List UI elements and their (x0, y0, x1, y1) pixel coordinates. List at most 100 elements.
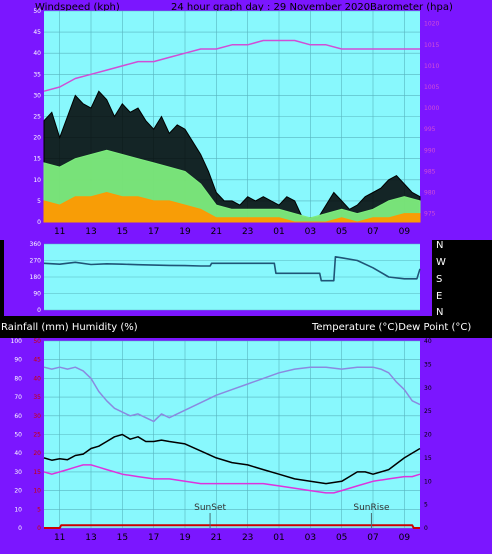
right-tick-label: 995 (424, 126, 436, 133)
cardinal-label-e: E (436, 291, 442, 302)
left-tick-label: 40 (33, 50, 41, 57)
x-tick-label: 17 (148, 533, 159, 543)
right-tick-label: 975 (424, 211, 436, 218)
rain-humidity-axis-title: Rainfall (mm) Humidity (%) (1, 322, 138, 333)
rain-tick-label: 35 (33, 394, 41, 401)
x-tick-label: 03 (305, 227, 316, 237)
left-tick-label: 25 (33, 114, 41, 121)
rain-tick-label: 5 (37, 506, 41, 513)
left-tick-label: 10 (33, 177, 41, 184)
rain-tick-label: 25 (33, 432, 41, 439)
left-tick-label: 90 (14, 357, 22, 364)
left-tick-label: 0 (18, 525, 22, 532)
direction-tick-label: 360 (30, 241, 42, 248)
left-tick-label: 60 (14, 413, 22, 420)
x-tick-label: 13 (85, 227, 96, 237)
x-tick-label: 01 (273, 227, 284, 237)
sun-markers: SunSet SunRise (194, 503, 390, 528)
left-tick-label: 30 (33, 92, 41, 99)
wind-grid (44, 10, 420, 223)
left-tick-label: 40 (14, 450, 22, 457)
right-tick-label: 25 (424, 408, 432, 415)
right-tick-label: 5 (424, 502, 428, 509)
x-tick-label: 21 (211, 227, 222, 237)
cardinal-label-s: S (436, 274, 442, 285)
right-tick-label: 1000 (424, 105, 439, 112)
x-tick-label: 23 (242, 227, 253, 237)
x-tick-label: 11 (54, 533, 65, 543)
left-tick-label: 5 (37, 198, 41, 205)
right-tick-label: 990 (424, 147, 436, 154)
rain-tick-label: 50 (33, 338, 41, 345)
barometer-axis-title: Barometer (hpa) (370, 2, 453, 13)
left-tick-label: 45 (33, 29, 41, 36)
wind-axis-labels: 11 13 15 17 19 21 23 01 03 05 07 090510152025303540… (33, 8, 439, 237)
left-tick-label: 15 (33, 156, 41, 163)
temp-dew-axis-title: Temperature (°C)Dew Point (°C) (311, 322, 471, 333)
x-tick-label: 01 (273, 533, 284, 543)
temp-grid (44, 340, 420, 529)
left-tick-label: 10 (14, 506, 22, 513)
x-tick-label: 23 (242, 533, 253, 543)
right-tick-label: 40 (424, 338, 432, 345)
x-tick-label: 21 (211, 533, 222, 543)
rain-tick-label: 10 (33, 488, 41, 495)
x-tick-label: 05 (336, 533, 347, 543)
cardinal-label-n-bottom: N (436, 307, 443, 318)
direction-tick-label: 0 (37, 307, 41, 314)
x-tick-label: 09 (399, 533, 411, 543)
x-tick-label: 09 (399, 227, 411, 237)
direction-tick-label: 90 (33, 291, 41, 298)
left-tick-label: 20 (14, 488, 22, 495)
left-tick-label: 30 (14, 469, 22, 476)
right-tick-label: 1020 (424, 21, 439, 28)
x-tick-label: 07 (367, 533, 378, 543)
direction-series (43, 255, 421, 282)
temp-axis-labels: 11 13 15 17 19 21 23 01 03 05 07 090102030405060708… (11, 338, 432, 543)
left-tick-label: 20 (33, 135, 41, 142)
left-tick-label: 80 (14, 375, 22, 382)
chart-date-title: 24 hour graph day : 29 November 2020 (171, 2, 370, 13)
x-tick-label: 15 (117, 227, 128, 237)
left-tick-label: 70 (14, 394, 22, 401)
rain-tick-label: 0 (37, 525, 41, 532)
series-area-wind-minimum (43, 191, 421, 223)
right-tick-label: 10 (424, 478, 432, 485)
right-tick-label: 20 (424, 432, 432, 439)
direction-tick-label: 270 (30, 258, 42, 265)
right-tick-label: 30 (424, 385, 432, 392)
wind-series (43, 39, 421, 223)
right-tick-label: 35 (424, 361, 432, 368)
x-tick-label: 11 (54, 227, 65, 237)
right-tick-label: 1005 (424, 84, 439, 91)
series-line-humidity (43, 366, 421, 423)
direction-tick-label: 180 (30, 274, 42, 281)
left-tick-label: 0 (37, 219, 41, 226)
right-tick-label: 985 (424, 168, 436, 175)
x-tick-label: 17 (148, 227, 159, 237)
series-line-temperature (43, 433, 421, 485)
series-line-wind-direction (43, 255, 421, 282)
rain-tick-label: 15 (33, 469, 41, 476)
sunset-label: SunSet (194, 503, 226, 513)
left-tick-label: 50 (33, 8, 41, 15)
rain-tick-label: 20 (33, 450, 41, 457)
left-tick-label: 35 (33, 71, 41, 78)
x-tick-label: 07 (367, 227, 378, 237)
cardinal-label-n-top: N (436, 240, 443, 251)
sunrise-label: SunRise (353, 503, 390, 513)
x-tick-label: 03 (305, 533, 316, 543)
rain-tick-label: 45 (33, 357, 41, 364)
x-tick-label: 19 (179, 533, 191, 543)
series-line-barometer (43, 39, 420, 92)
x-tick-label: 13 (85, 533, 96, 543)
series-line-rainfall (44, 524, 420, 529)
direction-axis-labels: 0 90 180 270 360 (30, 241, 42, 314)
windspeed-axis-title: Windspeed (kph) (35, 2, 120, 13)
left-tick-label: 100 (11, 338, 23, 345)
temp-series (43, 366, 421, 529)
x-tick-label: 15 (117, 533, 128, 543)
right-tick-label: 15 (424, 455, 432, 462)
x-tick-label: 19 (179, 227, 191, 237)
rain-tick-label: 40 (33, 375, 41, 382)
